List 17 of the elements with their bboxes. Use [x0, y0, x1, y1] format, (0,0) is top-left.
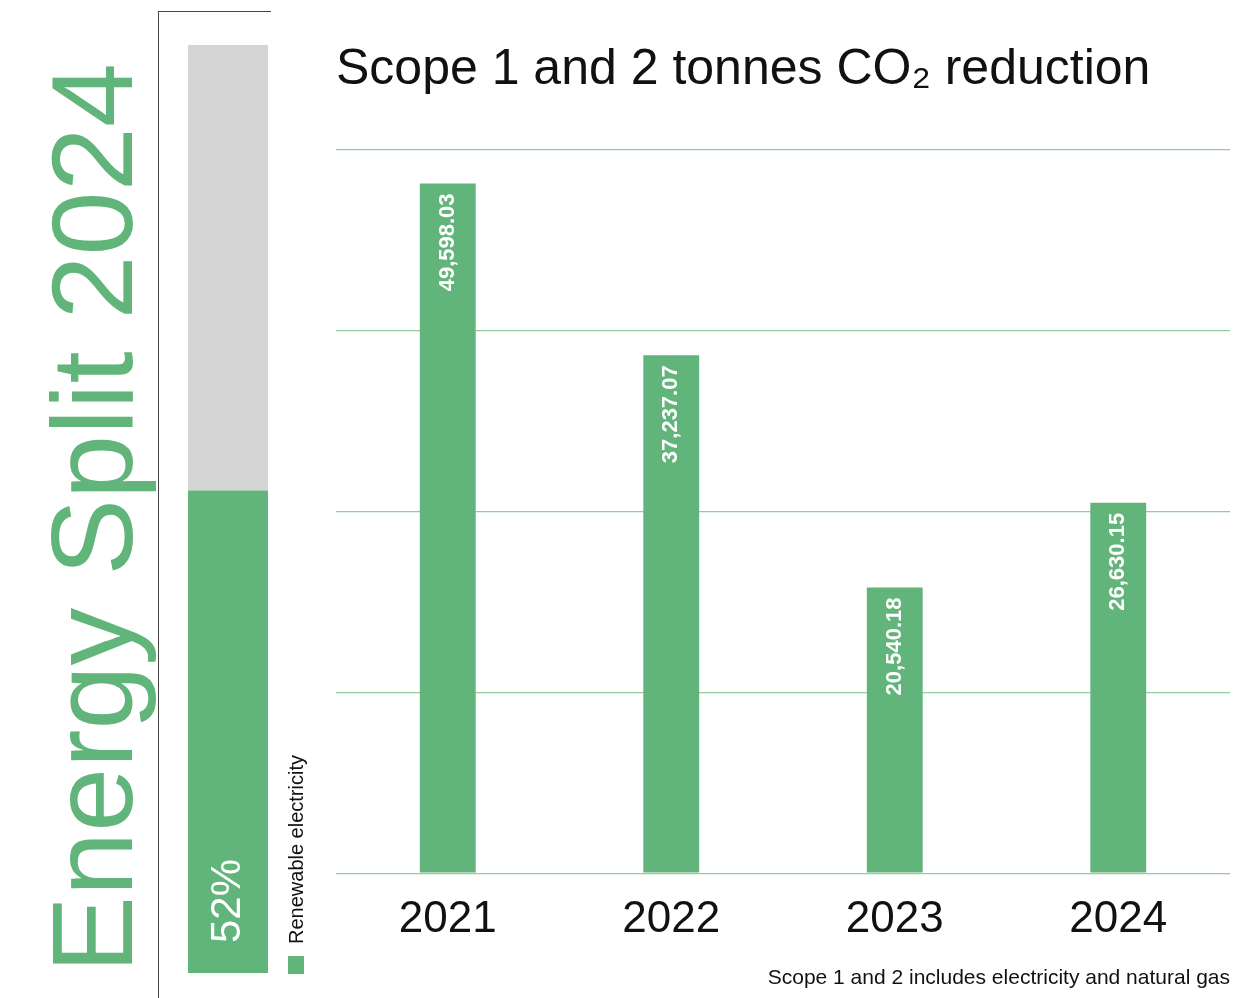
data-label: 37,237.07 [657, 365, 683, 464]
bar [419, 183, 476, 873]
text: Renewable electricity [285, 755, 307, 944]
data-label: 20,540.18 [880, 597, 906, 696]
bar [1090, 502, 1147, 873]
data-label: 26,630.15 [1104, 512, 1130, 611]
bar [866, 587, 923, 873]
text: Scope 1 and 2 includes electricity and natural gas [767, 965, 1230, 988]
chart-title: Scope 1 and 2 tonnes CO₂ reduction [336, 38, 1151, 95]
text: Energy Split 2024 [28, 63, 156, 973]
x-tick-label: 2021 [398, 891, 497, 941]
bar [643, 355, 700, 873]
data-label: 52% [201, 858, 249, 943]
data-label: 49,598.03 [433, 193, 459, 292]
x-tick-label: 2023 [845, 891, 944, 941]
x-tick-label: 2022 [622, 891, 721, 941]
x-tick-label: 2024 [1069, 891, 1168, 941]
